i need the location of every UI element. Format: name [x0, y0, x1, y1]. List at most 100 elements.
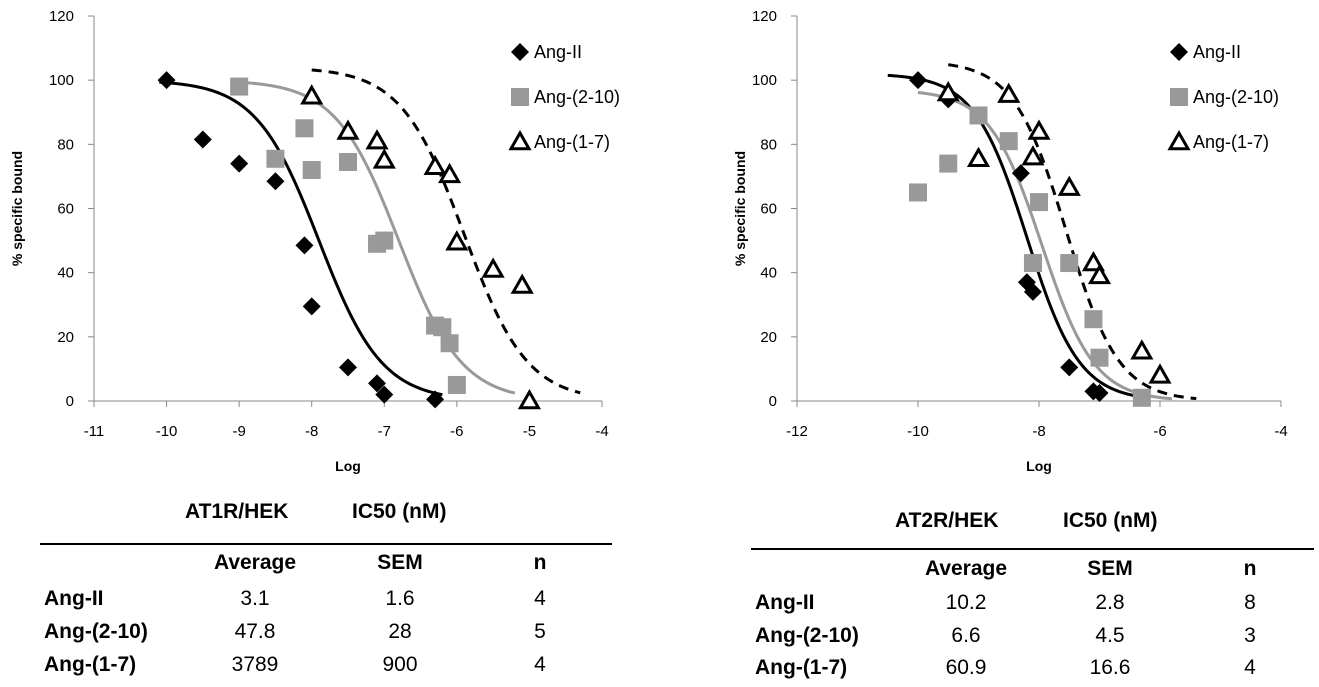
data-point-ang-2-10 [1060, 254, 1079, 273]
data-point-ang-1-7 [966, 146, 991, 168]
series-ang-2-10 [230, 77, 466, 394]
data-point-ang-1-7 [438, 162, 462, 184]
table-header-average: Average [213, 551, 297, 574]
axes: 0 20 40 60 80 100 120 -11 -10 -9 -8 -7 -6 -5 -4 [49, 8, 609, 440]
x-tick-label: -10 [156, 423, 178, 440]
y-tick-label: 40 [760, 265, 777, 282]
data-point-ang-1-7 [1021, 145, 1045, 166]
data-point-ang-ii [1017, 273, 1036, 292]
data-point-ang-2-10 [1084, 310, 1103, 329]
table-cell: 16.6 [1089, 656, 1131, 679]
data-point-ang-1-7 [997, 82, 1021, 103]
x-tick-label: -11 [84, 423, 105, 440]
table-caption-receptor: AT2R/HEK [895, 509, 999, 532]
table-cell: 2.8 [1095, 591, 1125, 614]
data-point-ang-2-10 [447, 375, 466, 394]
fit-curve-ang-ii [887, 73, 1143, 399]
data-point-ang-2-10 [909, 183, 927, 202]
data-point-ang-1-7 [365, 129, 389, 150]
data-point-ang-2-10 [1023, 254, 1042, 273]
legend-marker-ang-2-10 [1170, 88, 1188, 106]
table-row-label: Ang-(2-10) [44, 620, 148, 643]
data-point-ang-ii [339, 358, 357, 377]
x-tick-label: -6 [450, 423, 463, 440]
table-cell: 10.2 [945, 591, 987, 614]
x-tick-label: -9 [232, 423, 245, 440]
data-point-ang-1-7 [423, 154, 447, 176]
legend-label-ang-2-10: Ang-(2-10) [1193, 87, 1279, 107]
table-header-n: n [1243, 557, 1257, 580]
x-tick-label: -6 [1153, 423, 1166, 440]
series-ang-ii [909, 71, 1109, 402]
data-point-ang-ii [230, 154, 249, 173]
y-tick-label: 60 [57, 201, 74, 218]
x-tick-label: -4 [595, 423, 608, 440]
data-point-ang-2-10 [939, 154, 958, 173]
data-point-ang-2-10 [969, 106, 988, 125]
data-point-ang-ii [157, 71, 176, 90]
ic50-table-at1r: AT1R/HEK IC50 (nM) Average SEM n Ang-II … [0, 490, 660, 687]
y-axis-title: % specific bound [9, 151, 25, 266]
y-tick-label: 60 [760, 201, 777, 218]
table-cell: 3.1 [240, 587, 270, 610]
table-cell: 5 [534, 620, 546, 643]
x-tick-label: -7 [378, 423, 391, 440]
data-point-ang-1-7 [300, 84, 324, 105]
legend-label-ang-ii: Ang-II [1193, 42, 1241, 62]
fit-curve-ang-ii [159, 80, 443, 397]
y-tick-label: 40 [57, 265, 74, 282]
legend-marker-ang-ii [1170, 43, 1188, 61]
data-point-ang-ii [375, 385, 394, 404]
table-cell: 3789 [231, 653, 279, 676]
data-point-ang-ii [266, 172, 285, 191]
table-caption-receptor: AT1R/HEK [185, 500, 289, 523]
data-point-ang-2-10 [999, 132, 1018, 151]
legend-marker-ang-ii [511, 43, 529, 61]
data-point-ang-ii [1011, 164, 1030, 183]
table-row-label: Ang-II [755, 591, 815, 614]
table-row-label: Ang-(2-10) [755, 624, 859, 647]
legend: Ang-II Ang-(2-10) Ang-(1-7) [508, 42, 620, 152]
table-header-n: n [533, 551, 547, 574]
data-point-ang-1-7 [372, 148, 396, 169]
table-header-sem: SEM [377, 551, 423, 574]
x-tick-label: -8 [305, 423, 318, 440]
data-point-ang-2-10 [302, 161, 321, 179]
data-point-ang-2-10 [266, 149, 285, 168]
data-point-ang-2-10 [1132, 388, 1151, 407]
table-rule [40, 543, 612, 545]
x-tick-label: -12 [786, 423, 808, 440]
table-row-label: Ang-(1-7) [44, 653, 137, 676]
data-point-ang-1-7 [1148, 363, 1172, 384]
data-point-ang-2-10 [440, 334, 459, 353]
data-point-ang-ii [295, 236, 314, 255]
data-point-ang-1-7 [336, 119, 360, 140]
data-point-ang-1-7 [1057, 175, 1081, 196]
data-point-ang-1-7 [1130, 339, 1154, 360]
series-ang-2-10 [909, 106, 1151, 407]
fit-curve-ang-1-7 [311, 68, 581, 395]
y-tick-label: 20 [57, 329, 74, 346]
data-point-ang-1-7 [510, 273, 534, 294]
data-point-ang-2-10 [1090, 348, 1109, 367]
x-tick-label: -10 [907, 423, 929, 440]
legend-label-ang-1-7: Ang-(1-7) [534, 132, 610, 152]
table-cell: 4 [534, 587, 546, 610]
data-point-ang-1-7 [445, 230, 469, 251]
series-ang-1-7 [936, 80, 1172, 384]
x-axis-title: Log [335, 458, 361, 474]
data-point-ang-1-7 [1081, 251, 1106, 272]
y-tick-label: 0 [66, 393, 74, 410]
ic50-table-at2r: AT2R/HEK IC50 (nM) Average SEM n Ang-II … [660, 490, 1319, 687]
table-cell: 4 [534, 653, 546, 676]
legend-label-ang-2-10: Ang-(2-10) [534, 87, 620, 107]
x-tick-label: -8 [1032, 423, 1045, 440]
series-ang-ii [157, 71, 445, 409]
data-point-ang-ii [1090, 383, 1109, 402]
data-point-ang-2-10 [339, 152, 357, 171]
table-caption-ic50: IC50 (nM) [1063, 509, 1158, 532]
table-cell: 3 [1244, 624, 1256, 647]
data-point-ang-1-7 [517, 388, 542, 410]
fit-curve-ang-2-10 [239, 80, 516, 395]
data-point-ang-ii [1060, 358, 1079, 377]
